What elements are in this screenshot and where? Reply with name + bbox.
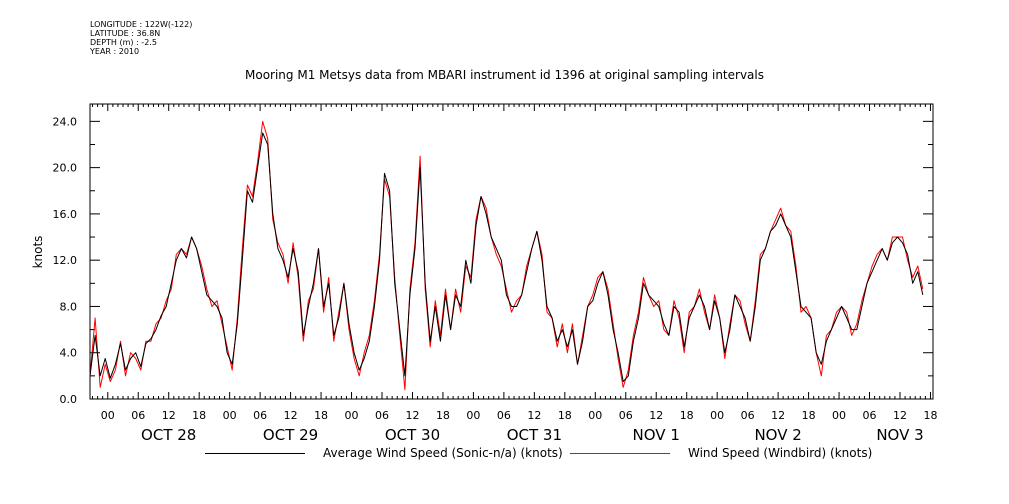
x-tick-label: 12 [284, 409, 298, 422]
axis-ticks [90, 104, 933, 400]
y-axis-label: knots [31, 236, 45, 269]
x-tick-label: 12 [162, 409, 176, 422]
series-line-windbird [89, 120, 924, 391]
x-tick-label: 12 [893, 409, 907, 422]
legend-label-average: Average Wind Speed (Sonic-n/a) (knots) [323, 446, 563, 460]
x-tick-label: 18 [802, 409, 816, 422]
x-tick-label: 18 [558, 409, 572, 422]
depth-text: DEPTH (m) : -2.5 [90, 38, 157, 47]
x-tick-label: 12 [649, 409, 663, 422]
x-tick-label: 00 [710, 409, 724, 422]
x-tick-label: 12 [771, 409, 785, 422]
x-tick-label: 06 [375, 409, 389, 422]
y-tick-label: 24.0 [53, 115, 78, 128]
x-tick-label: 12 [527, 409, 541, 422]
y-tick-label: 4.0 [60, 347, 78, 360]
x-tick-label: 18 [436, 409, 450, 422]
chart-title: Mooring M1 Metsys data from MBARI instru… [245, 68, 764, 82]
plot-frame [89, 103, 934, 400]
x-tick-label: 18 [923, 409, 937, 422]
y-tick-label: 12.0 [53, 254, 78, 267]
y-tick-label: 20.0 [53, 162, 78, 175]
x-tick-label: 06 [131, 409, 145, 422]
x-tick-label: 00 [223, 409, 237, 422]
x-tick-label: 18 [680, 409, 694, 422]
day-labels: OCT 28 OCT 29 OCT 30 OCT 31 NOV 1 NOV 2 NOV 3 [141, 426, 924, 444]
x-tick-label: 18 [192, 409, 206, 422]
x-tick-label: 00 [466, 409, 480, 422]
legend-label-windbird: Wind Speed (Windbird) (knots) [688, 446, 873, 460]
day-label: OCT 28 [141, 426, 196, 444]
legend-swatch-windbird [570, 453, 670, 454]
x-tick-label: 06 [863, 409, 877, 422]
x-tick-label: 06 [741, 409, 755, 422]
x-tick-labels: 00 06 12 18 00 06 12 18 00 06 12 18 00 06 12 18 00 06 12 18… [101, 409, 938, 422]
metadata-block: LONGITUDE : 122W(-122) LATITUDE : 36.8N … [90, 20, 192, 56]
x-tick-label: 00 [101, 409, 115, 422]
x-tick-label: 06 [497, 409, 511, 422]
year-text: YEAR : 2010 [90, 47, 140, 56]
longitude-text: LONGITUDE : 122W(-122) [90, 20, 193, 29]
y-tick-label: 0.0 [60, 393, 78, 406]
x-tick-label: 00 [588, 409, 602, 422]
day-label: OCT 30 [385, 426, 440, 444]
y-tick-label: 8.0 [60, 300, 78, 313]
series-line-average [89, 132, 924, 383]
day-label: OCT 31 [507, 426, 562, 444]
x-tick-label: 00 [832, 409, 846, 422]
series-lines [89, 120, 924, 391]
x-tick-label: 06 [253, 409, 267, 422]
x-tick-label: 00 [345, 409, 359, 422]
day-label: NOV 3 [876, 426, 923, 444]
day-label: OCT 29 [263, 426, 318, 444]
y-tick-labels: 0.0 4.0 8.0 12.0 16.0 20.0 24.0 [53, 115, 78, 406]
x-tick-label: 18 [314, 409, 328, 422]
day-label: NOV 2 [754, 426, 801, 444]
legend: Average Wind Speed (Sonic-n/a) (knots) W… [0, 446, 1009, 464]
latitude-text: LATITUDE : 36.8N [90, 29, 161, 38]
x-tick-label: 06 [619, 409, 633, 422]
legend-swatch-average [205, 453, 305, 454]
day-label: NOV 1 [633, 426, 680, 444]
x-tick-label: 12 [405, 409, 419, 422]
y-tick-label: 16.0 [53, 208, 78, 221]
